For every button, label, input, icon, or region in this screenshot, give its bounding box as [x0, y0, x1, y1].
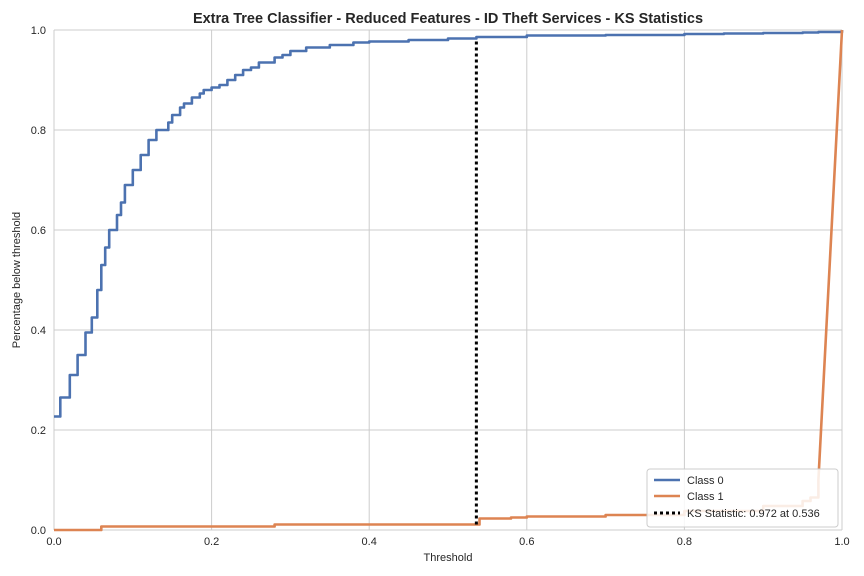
y-tick-label: 0.4: [31, 325, 46, 337]
legend-label-ks-statistic: KS Statistic: 0.972 at 0.536: [687, 508, 820, 520]
y-tick-label: 1.0: [31, 25, 46, 37]
x-tick-label: 0.8: [677, 536, 692, 548]
legend: Class 0 Class 1 KS Statistic: 0.972 at 0…: [646, 468, 839, 528]
x-axis-label: Threshold: [424, 552, 473, 564]
y-axis-label: Percentage below threshold: [11, 212, 23, 348]
y-tick-label: 0.0: [31, 525, 46, 537]
grid: [53, 29, 843, 531]
legend-label-class-1: Class 1: [687, 491, 724, 503]
series-line-class-0: [54, 30, 844, 418]
x-tick-label: 0.2: [204, 536, 219, 548]
y-tick-label: 0.6: [31, 225, 46, 237]
y-tick-label: 0.2: [31, 425, 46, 437]
tick-labels: 0.0 0.2 0.4 0.6 0.8 1.0 0.0 0.2 0.4 0.6 0.8 1.0: [31, 25, 850, 548]
legend-box: [646, 468, 839, 528]
x-tick-label: 0.0: [46, 536, 61, 548]
y-tick-label: 0.8: [31, 125, 46, 137]
legend-label-class-0: Class 0: [687, 475, 724, 487]
x-tick-label: 1.0: [834, 536, 849, 548]
x-tick-label: 0.6: [519, 536, 534, 548]
x-tick-label: 0.4: [362, 536, 377, 548]
chart-title: Extra Tree Classifier - Reduced Features…: [193, 11, 703, 27]
